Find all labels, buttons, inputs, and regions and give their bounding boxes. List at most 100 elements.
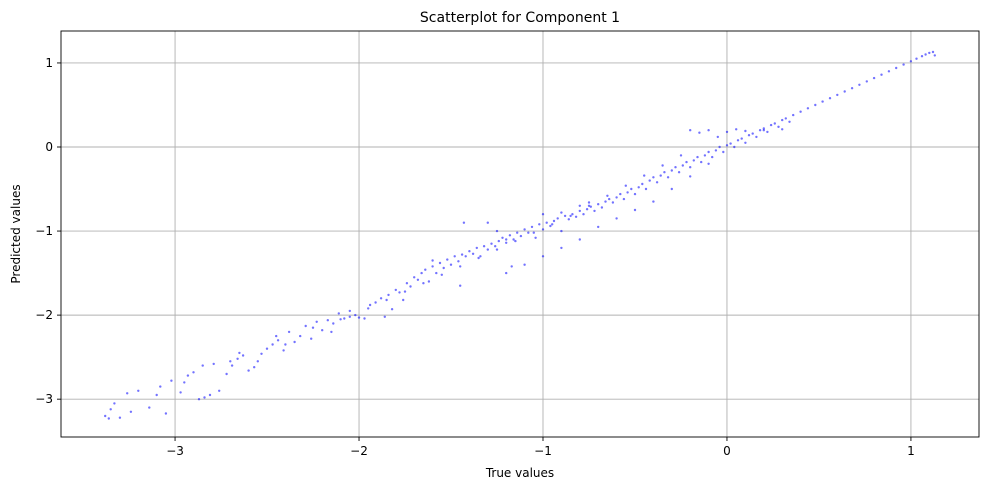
data-point <box>633 208 637 212</box>
data-point <box>438 261 442 265</box>
data-point <box>534 236 537 239</box>
data-point <box>615 217 618 220</box>
y-axis-ticks: −3 −2 −1 0 1 <box>35 56 61 406</box>
y-tick-label: −3 <box>35 392 53 406</box>
data-point <box>212 362 215 366</box>
data-point <box>497 239 500 243</box>
data-point <box>390 308 394 311</box>
data-point <box>113 402 116 405</box>
data-point <box>725 144 729 147</box>
data-point <box>462 221 466 224</box>
data-point <box>707 129 710 132</box>
data-point <box>247 369 250 372</box>
data-point <box>385 298 388 302</box>
data-point <box>681 164 684 167</box>
data-point <box>643 174 646 177</box>
data-point <box>560 229 563 233</box>
y-axis-label: Predicted values <box>9 184 23 283</box>
data-point <box>597 203 600 206</box>
data-point <box>449 263 453 266</box>
data-point <box>744 129 747 133</box>
data-point <box>560 211 563 214</box>
data-point <box>799 110 802 113</box>
data-point <box>689 166 692 169</box>
data-point <box>736 139 740 142</box>
data-point <box>677 171 681 174</box>
data-point <box>109 408 112 411</box>
data-point <box>363 317 366 320</box>
data-point <box>718 145 721 149</box>
data-point <box>321 329 324 332</box>
data-point <box>571 213 574 216</box>
data-point <box>920 55 924 58</box>
data-point <box>552 219 556 223</box>
data-point <box>230 364 234 367</box>
data-point <box>422 282 425 285</box>
data-point <box>744 141 747 144</box>
data-point <box>716 135 719 139</box>
data-point <box>253 366 256 369</box>
data-point <box>733 145 736 149</box>
data-point <box>685 160 688 164</box>
data-point <box>218 389 221 392</box>
data-point <box>722 150 725 154</box>
data-point <box>931 50 935 54</box>
data-point <box>711 155 714 159</box>
data-point <box>541 228 545 231</box>
x-tick-label: −3 <box>166 444 184 458</box>
data-point <box>700 160 703 164</box>
data-point <box>413 276 416 279</box>
data-point <box>293 340 296 344</box>
data-point <box>626 191 629 194</box>
data-point <box>287 330 291 334</box>
x-tick-label: 1 <box>907 444 915 458</box>
data-point <box>666 176 670 179</box>
data-point <box>431 265 434 268</box>
data-point <box>486 221 489 224</box>
data-point <box>424 268 427 271</box>
data-point <box>644 187 648 191</box>
data-point <box>460 253 464 256</box>
data-point <box>501 236 504 239</box>
data-point <box>755 135 758 139</box>
plot-frame <box>60 30 980 438</box>
data-point <box>510 265 513 268</box>
data-point <box>159 385 162 388</box>
data-point <box>471 252 475 255</box>
data-point <box>707 150 710 154</box>
data-point <box>578 204 581 207</box>
data-point <box>551 223 554 226</box>
data-point <box>107 417 111 420</box>
data-point <box>304 324 307 328</box>
data-point <box>126 392 129 395</box>
data-point <box>374 301 377 304</box>
data-point <box>880 73 883 76</box>
data-point <box>431 259 434 262</box>
data-point <box>887 70 891 73</box>
data-point <box>229 360 232 363</box>
data-point <box>587 201 591 204</box>
data-point <box>597 225 600 229</box>
data-point <box>435 271 438 275</box>
data-point <box>170 379 173 382</box>
data-point <box>236 357 239 360</box>
data-point <box>556 217 559 220</box>
data-points <box>104 50 936 420</box>
data-point <box>459 265 462 268</box>
data-point <box>265 347 269 350</box>
data-point <box>902 63 905 66</box>
data-point <box>541 213 545 216</box>
x-axis-ticks: −3 −2 −1 0 1 <box>166 437 915 458</box>
data-point <box>777 125 780 128</box>
data-point <box>648 179 651 182</box>
data-point <box>394 288 397 292</box>
data-point <box>828 97 832 100</box>
data-point <box>652 176 655 179</box>
data-point <box>505 238 508 241</box>
data-point <box>670 169 673 172</box>
data-point <box>416 278 420 281</box>
data-point <box>578 209 581 213</box>
data-point <box>703 154 707 157</box>
data-point <box>538 223 541 226</box>
data-point <box>725 130 729 134</box>
